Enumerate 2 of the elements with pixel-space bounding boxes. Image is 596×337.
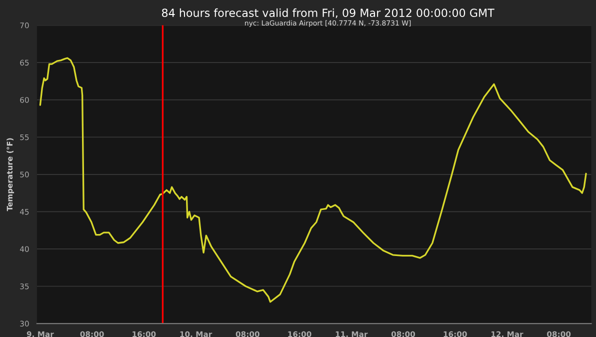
line-series bbox=[39, 57, 587, 303]
chart-title: 84 hours forecast valid from Fri, 09 Mar 2012 00:00:00 GMT bbox=[162, 8, 494, 18]
